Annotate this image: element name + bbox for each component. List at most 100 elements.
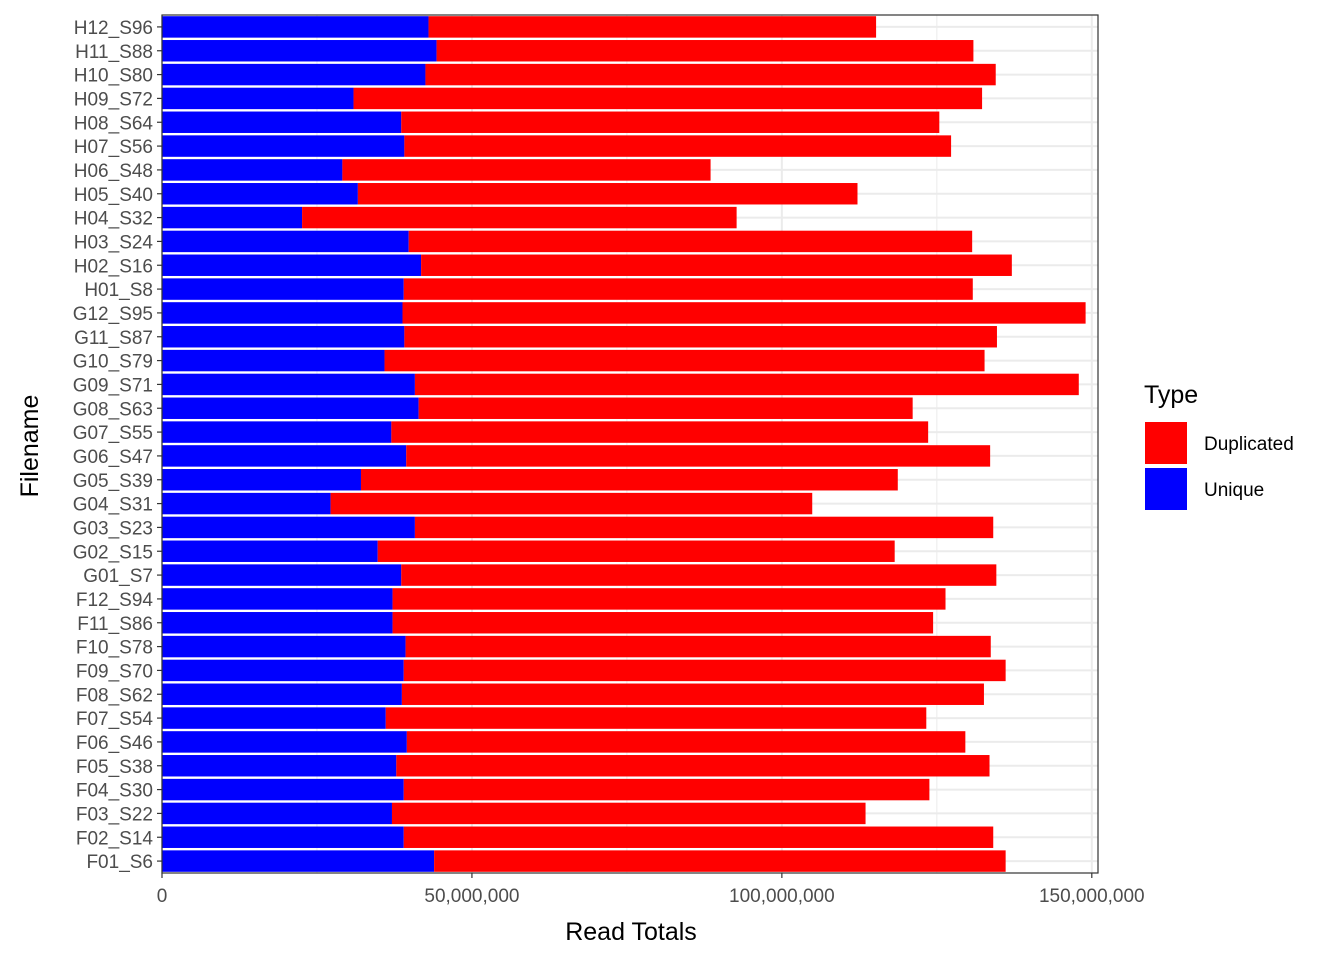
bar-duplicated-f10-s78 <box>405 635 991 658</box>
y-tick-label: H04_S32 <box>74 209 153 230</box>
bar-unique-f09-s70 <box>162 659 404 682</box>
bar-unique-g01-s7 <box>162 564 402 586</box>
bar-duplicated-f05-s38 <box>396 755 990 777</box>
bar-duplicated-f02-s14 <box>403 826 994 848</box>
y-tick-label: G01_S7 <box>83 566 153 587</box>
bar-duplicated-f08-s62 <box>401 683 984 705</box>
bar-duplicated-f12-s94 <box>392 588 946 610</box>
bar-duplicated-h03-s24 <box>408 230 973 253</box>
y-tick-label: H01_S8 <box>84 280 153 301</box>
bar-duplicated-h07-s56 <box>404 135 952 157</box>
y-tick-label: F05_S38 <box>76 757 153 778</box>
y-tick-label: F11_S86 <box>77 614 153 635</box>
y-tick-label: G07_S55 <box>73 423 153 444</box>
y-tick-label: F04_S30 <box>76 781 153 802</box>
bar-unique-f05-s38 <box>162 755 397 777</box>
bar-duplicated-g09-s71 <box>414 373 1079 396</box>
bar-unique-f06-s46 <box>162 731 407 753</box>
bar-duplicated-f11-s86 <box>392 612 934 634</box>
bar-unique-f01-s6 <box>162 850 435 872</box>
y-tick-label: G03_S23 <box>73 518 153 539</box>
y-tick-label: H12_S96 <box>74 18 153 39</box>
bar-unique-f04-s30 <box>162 778 404 801</box>
bar-duplicated-f07-s54 <box>385 707 927 729</box>
bar-unique-f11-s86 <box>162 612 393 634</box>
bar-unique-g12-s95 <box>162 302 403 324</box>
y-tick-label: F03_S22 <box>76 804 153 825</box>
bar-duplicated-h06-s48 <box>342 159 711 181</box>
bar-unique-f08-s62 <box>162 683 402 705</box>
legend-key-unique <box>1145 468 1187 510</box>
bar-unique-h08-s64 <box>162 111 402 133</box>
y-tick-label: G06_S47 <box>73 447 153 468</box>
legend-label-unique: Unique <box>1204 480 1264 501</box>
bar-unique-g08-s63 <box>162 397 419 419</box>
legend: Type Duplicated Unique <box>1144 381 1294 510</box>
y-tick-label: H03_S24 <box>74 232 154 253</box>
x-axis-title: Read Totals <box>565 918 697 946</box>
bar-duplicated-g03-s23 <box>414 516 994 539</box>
bar-unique-g10-s79 <box>162 349 385 372</box>
bar-duplicated-h11-s88 <box>436 40 974 62</box>
x-tick-label: 0 <box>157 886 168 907</box>
y-tick-label: F08_S62 <box>76 685 153 706</box>
bar-duplicated-g07-s55 <box>391 421 929 443</box>
bar-duplicated-g11-s87 <box>404 326 997 348</box>
bar-duplicated-g10-s79 <box>384 349 985 372</box>
bar-unique-g07-s55 <box>162 421 392 443</box>
bar-duplicated-h10-s80 <box>425 63 996 86</box>
y-tick-label: H07_S56 <box>74 137 153 158</box>
bar-unique-g02-s15 <box>162 540 378 562</box>
x-tick-label: 50,000,000 <box>424 886 519 907</box>
bar-unique-h01-s8 <box>162 278 404 300</box>
bar-unique-f07-s54 <box>162 707 386 729</box>
y-tick-label: G09_S71 <box>73 375 153 396</box>
y-tick-label: G12_S95 <box>73 304 153 325</box>
bar-duplicated-g05-s39 <box>360 469 898 491</box>
legend-key-duplicated <box>1145 422 1187 464</box>
legend-title: Type <box>1144 381 1198 409</box>
bar-unique-h03-s24 <box>162 230 409 253</box>
bar-duplicated-h01-s8 <box>403 278 973 300</box>
bar-unique-h06-s48 <box>162 159 343 181</box>
y-tick-label: H10_S80 <box>74 66 153 87</box>
bar-unique-h02-s16 <box>162 254 422 276</box>
y-axis-title: Filename <box>16 395 44 498</box>
bar-duplicated-h09-s72 <box>353 87 983 110</box>
bar-unique-f02-s14 <box>162 826 404 848</box>
bar-duplicated-f06-s46 <box>406 731 966 753</box>
bar-duplicated-g02-s15 <box>377 540 895 562</box>
y-tick-label: F12_S94 <box>76 590 154 611</box>
y-tick-label: G04_S31 <box>73 495 153 516</box>
x-tick-label: 100,000,000 <box>729 886 835 907</box>
y-tick-label: F09_S70 <box>76 661 153 682</box>
bars <box>162 16 1086 872</box>
bar-unique-h11-s88 <box>162 40 437 62</box>
bar-duplicated-g06-s47 <box>406 445 991 467</box>
y-tick-label: F06_S46 <box>76 733 153 754</box>
bar-duplicated-g04-s31 <box>330 492 813 515</box>
legend-label-duplicated: Duplicated <box>1204 434 1294 455</box>
y-tick-label: G11_S87 <box>74 328 153 349</box>
bar-duplicated-f04-s30 <box>403 778 930 801</box>
bar-duplicated-f01-s6 <box>434 850 1006 872</box>
y-tick-label: G08_S63 <box>73 399 153 420</box>
bar-duplicated-f09-s70 <box>403 659 1006 682</box>
y-tick-label: H02_S16 <box>74 256 153 277</box>
y-tick-label: H09_S72 <box>74 89 153 110</box>
y-tick-label: F10_S78 <box>76 638 153 659</box>
bar-unique-g11-s87 <box>162 326 405 348</box>
legend-entries: Duplicated Unique <box>1145 422 1294 510</box>
x-axis-ticks: 0 50,000,000 100,000,000 150,000,000 <box>157 873 1145 907</box>
bar-unique-h10-s80 <box>162 63 426 86</box>
bar-duplicated-h08-s64 <box>401 111 940 133</box>
bar-unique-h04-s32 <box>162 206 303 229</box>
bar-unique-f10-s78 <box>162 635 406 658</box>
y-tick-label: G05_S39 <box>73 471 153 492</box>
y-tick-label: F07_S54 <box>76 709 154 730</box>
bar-unique-f03-s22 <box>162 802 392 825</box>
bar-unique-g03-s23 <box>162 516 415 539</box>
plot-panel-border <box>161 14 1099 874</box>
